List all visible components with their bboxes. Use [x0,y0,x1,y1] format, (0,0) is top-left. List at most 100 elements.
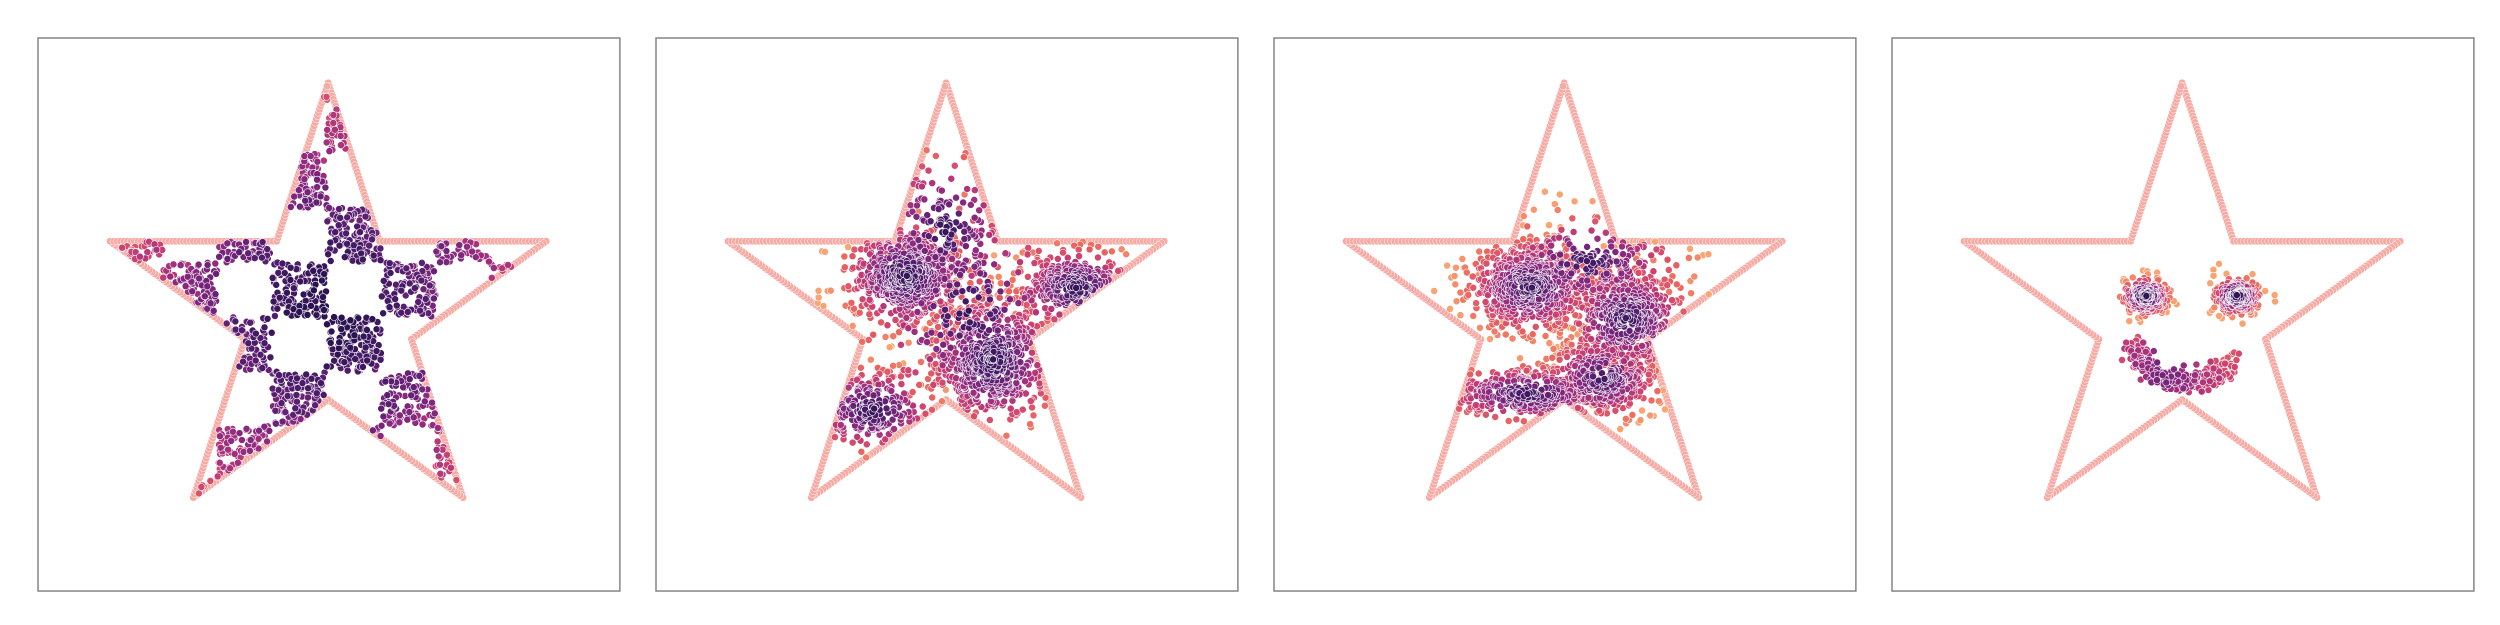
point [848,322,857,330]
point [934,205,943,213]
point [490,264,498,272]
point [927,328,936,337]
point [309,267,318,275]
point [324,250,332,259]
point [1556,190,1564,199]
point [416,306,424,315]
point [318,276,326,285]
point [945,200,953,209]
point [914,236,923,244]
point [312,311,321,319]
point [962,242,970,250]
point [331,228,340,236]
point [295,308,304,316]
point [386,269,395,277]
point [282,308,291,317]
point [891,316,900,324]
point [928,405,936,414]
point [320,270,328,278]
point [1686,244,1694,253]
point [159,273,168,282]
point [985,326,993,335]
point [246,318,255,327]
point [882,404,891,413]
point [814,293,823,302]
point [870,404,878,413]
point [432,446,441,454]
point [1005,287,1013,296]
point [936,331,945,339]
point [1022,389,1030,398]
point [385,303,394,311]
point [1085,245,1094,254]
point [909,229,918,238]
point [966,318,974,327]
point [250,254,259,262]
point [206,477,215,485]
point [325,204,333,212]
outline-dot [323,82,331,91]
point [239,357,247,366]
point [917,358,925,366]
point [1033,361,1042,369]
point [291,404,300,413]
point [323,217,332,226]
point [986,310,995,319]
point [877,318,885,327]
point [955,309,964,318]
point [936,220,945,229]
point [1053,239,1061,247]
point [346,316,355,325]
point [320,156,328,165]
point [442,258,451,266]
point [947,174,956,183]
point [169,260,178,269]
point [1443,261,1451,270]
point [302,370,310,379]
point [970,262,979,271]
point [260,339,269,348]
point [841,263,849,272]
point [275,293,284,302]
point [941,228,950,236]
point [1693,253,1702,262]
point [932,152,940,160]
point [335,205,343,213]
point [1030,259,1039,267]
point [960,235,969,243]
point [986,416,994,424]
point [967,201,975,209]
point [286,263,295,272]
point [857,363,865,372]
point [821,248,829,256]
point [1016,258,1024,266]
point [1541,187,1549,196]
point [1028,348,1036,357]
point [504,261,512,269]
point [1094,253,1102,262]
point [331,125,339,134]
point [421,295,430,303]
point [254,435,263,443]
point [990,260,999,269]
point [926,217,935,226]
point [242,425,251,433]
point [819,302,828,310]
point [176,261,185,269]
point [1523,222,1532,231]
point [498,264,507,272]
point [1636,416,1645,424]
point [319,293,327,301]
point [223,255,232,263]
point [350,331,359,340]
point [1687,289,1695,298]
point [1054,255,1062,263]
point [304,393,312,402]
point [1673,280,1681,289]
point [359,332,368,341]
point [940,274,949,283]
point [286,276,295,284]
point [310,286,318,295]
point [322,93,331,101]
outline-dot [941,82,949,91]
